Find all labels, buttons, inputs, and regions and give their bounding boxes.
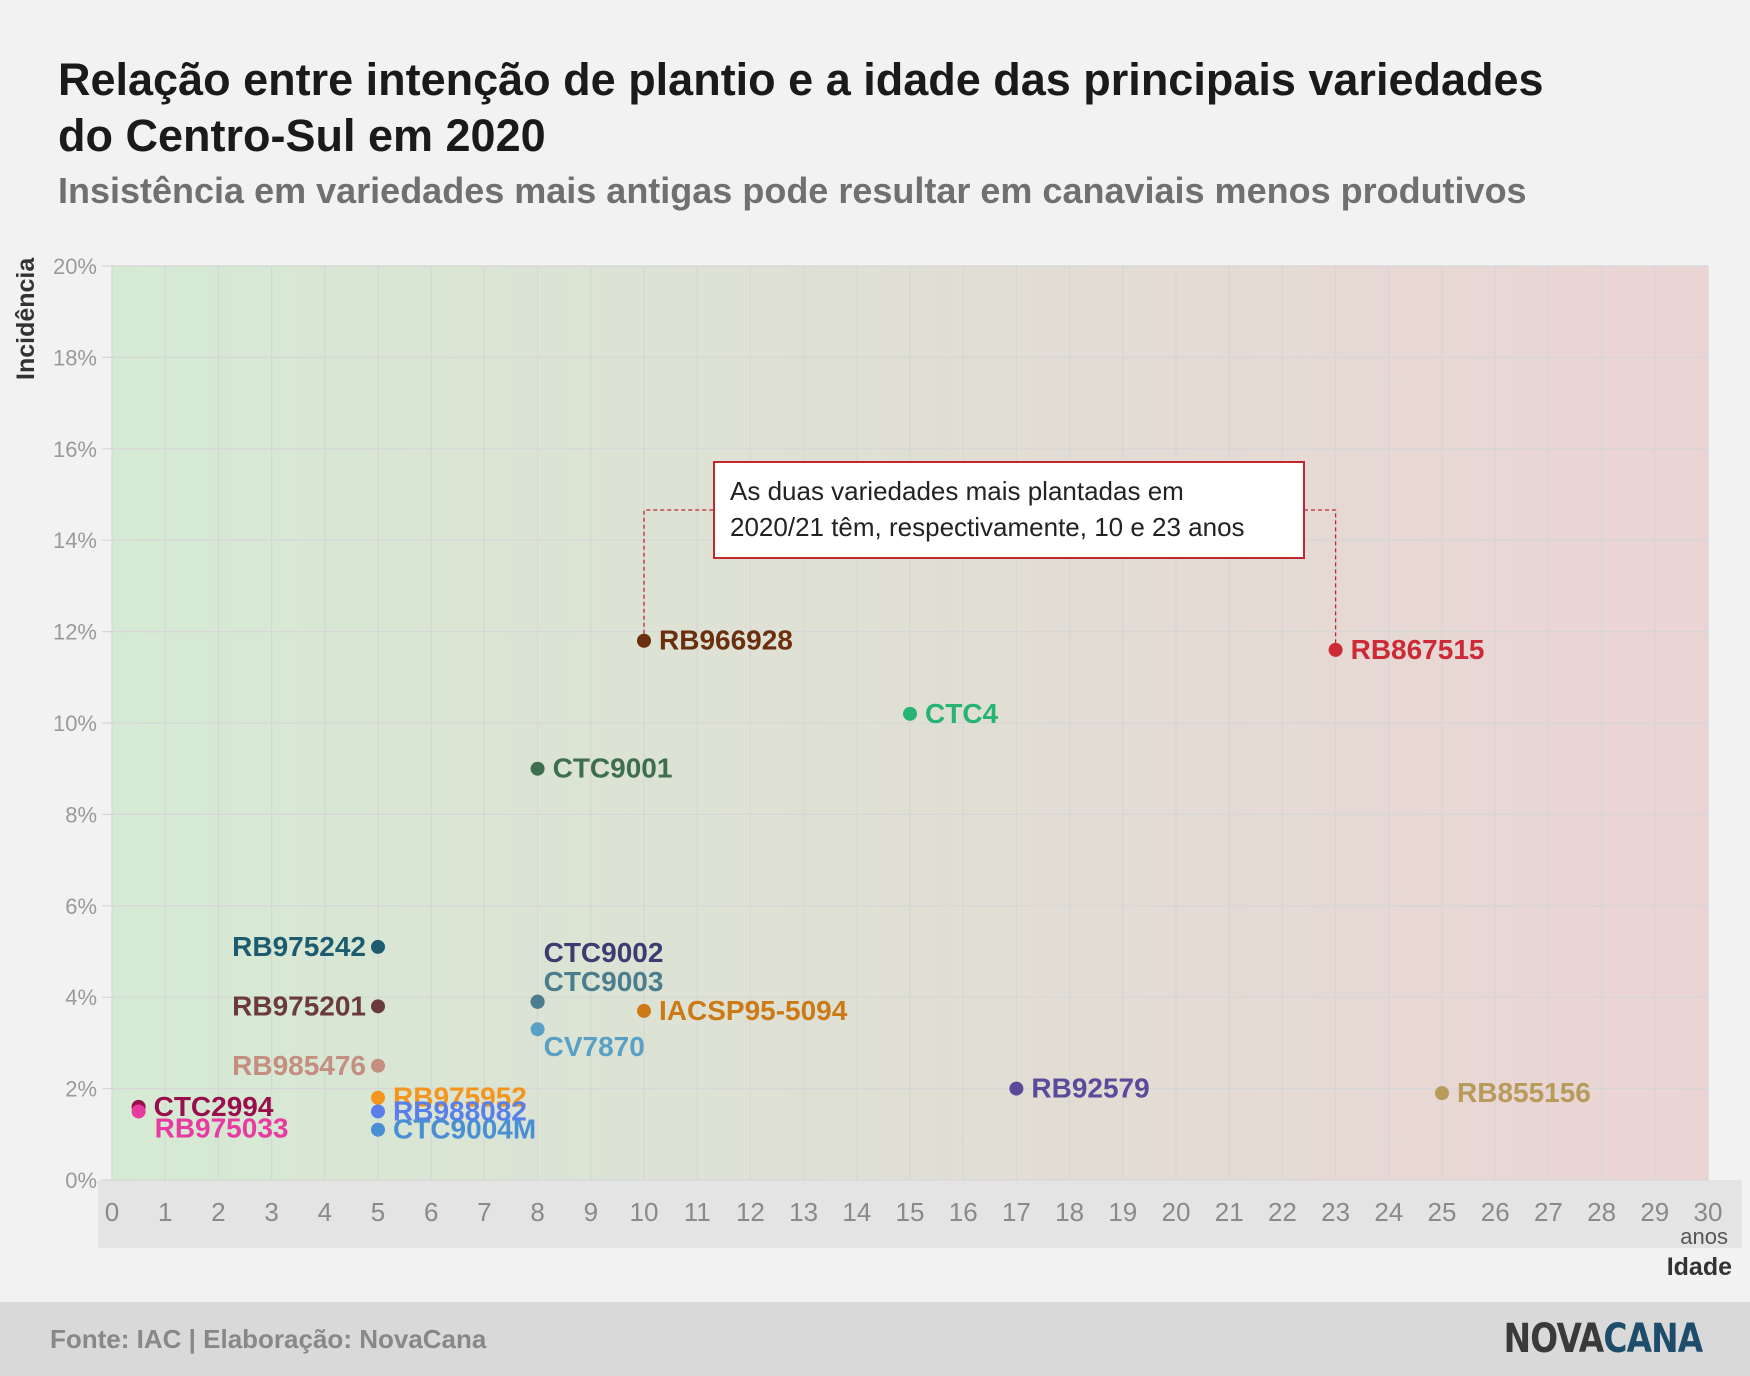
point-rb966928 (637, 633, 651, 648)
x-tick-label: 16 (949, 1197, 978, 1227)
point-rb855156 (1435, 1086, 1449, 1101)
label-rb867515: RB867515 (1351, 634, 1485, 665)
x-tick-label: 2 (211, 1197, 225, 1227)
label-rb975201: RB975201 (232, 990, 366, 1021)
x-tick-label: 5 (371, 1197, 385, 1227)
label-cv7870: CV7870 (544, 1031, 645, 1062)
x-tick-label: 24 (1374, 1197, 1403, 1227)
x-tick-label: 30 (1694, 1197, 1723, 1227)
label-iacsp95-5094: IACSP95-5094 (659, 995, 848, 1026)
footer-bar: Fonte: IAC | Elaboração: NovaCana NOVACA… (0, 1302, 1750, 1376)
x-tick-label: 19 (1108, 1197, 1137, 1227)
point-cv7870 (530, 1022, 545, 1037)
point-ctc9001 (530, 761, 545, 776)
x-axis-label: Idade (1667, 1253, 1732, 1281)
y-tick-label: 2% (65, 1077, 97, 1102)
label-rb975952: RB975952 (393, 1082, 527, 1113)
label-ctc2994: CTC2994 (154, 1091, 274, 1122)
label-rb975242: RB975242 (232, 931, 366, 962)
y-tick-label: 8% (65, 802, 97, 827)
label-rb988082: RB988082 (393, 1095, 527, 1126)
point-rb988082 (371, 1104, 385, 1119)
x-tick-label: 26 (1481, 1197, 1510, 1227)
x-tick-label: 1 (158, 1197, 172, 1227)
point-rb975201 (371, 999, 385, 1014)
x-tick-label: 22 (1268, 1197, 1297, 1227)
x-tick-label: 11 (684, 1197, 711, 1227)
label-ctc4: CTC4 (925, 698, 999, 729)
point-ctc9003 (530, 994, 545, 1009)
x-tick-label: 21 (1215, 1197, 1244, 1227)
x-tick-label: 29 (1640, 1197, 1669, 1227)
label-ctc9002: CTC9002 (544, 937, 664, 968)
label-ctc9003: CTC9003 (544, 966, 664, 997)
x-tick-label: 3 (264, 1197, 278, 1227)
y-tick-label: 20% (53, 254, 97, 279)
x-tick-label: 7 (477, 1197, 491, 1227)
x-axis-band (98, 1180, 1742, 1248)
annotation-text-line2: 2020/21 têm, respectivamente, 10 e 23 an… (730, 512, 1245, 542)
label-rb855156: RB855156 (1457, 1077, 1591, 1108)
label-rb92579: RB92579 (1031, 1073, 1149, 1104)
y-tick-label: 18% (53, 345, 97, 370)
annotation-box (713, 461, 1305, 559)
x-tick-label: 9 (584, 1197, 598, 1227)
x-tick-label: 25 (1428, 1197, 1457, 1227)
annotation-leader-left (643, 509, 714, 641)
y-tick-label: 10% (53, 711, 97, 736)
point-rb975033 (131, 1104, 146, 1119)
scatter-chart: 0%2%4%6%8%10%12%14%16%18%20%0 1 2 3 4 5 6 7 8 9 10… (12, 254, 1742, 1281)
annotation-leader-right (1304, 509, 1337, 650)
novacana-logo: NOVACANA (1503, 1316, 1703, 1362)
label-rb966928: RB966928 (659, 625, 793, 656)
point-rb92579 (1009, 1081, 1024, 1096)
point-ctc4 (903, 706, 917, 721)
point-ctc9004m (371, 1122, 385, 1137)
x-axis-unit: anos (1680, 1224, 1728, 1249)
x-tick-label: 6 (424, 1197, 438, 1227)
point-rb867515 (1328, 642, 1343, 657)
x-tick-label: 8 (530, 1197, 544, 1227)
x-tick-label: 27 (1534, 1197, 1563, 1227)
chart-title: Relação entre intenção de plantio e a id… (58, 54, 1544, 161)
x-tick-label: 10 (630, 1197, 659, 1227)
x-tick-label: 23 (1321, 1197, 1350, 1227)
label-rb985476: RB985476 (232, 1050, 366, 1081)
x-tick-label: 12 (736, 1197, 765, 1227)
point-rb975242 (371, 939, 385, 954)
y-axis-label: Incidência (12, 257, 40, 380)
y-tick-label: 0% (65, 1168, 97, 1193)
x-tick-label: 18 (1055, 1197, 1084, 1227)
chart-subtitle: Insistência em variedades mais antigas p… (58, 170, 1527, 211)
label-ctc9001: CTC9001 (553, 753, 673, 784)
y-tick-label: 6% (65, 894, 97, 919)
x-tick-label: 28 (1587, 1197, 1616, 1227)
x-tick-label: 14 (842, 1197, 871, 1227)
x-tick-label: 13 (789, 1197, 818, 1227)
x-tick-label: 15 (896, 1197, 925, 1227)
label-ctc9004m: CTC9004M (393, 1114, 536, 1145)
y-tick-label: 14% (53, 528, 97, 553)
x-tick-label: 4 (318, 1197, 332, 1227)
x-tick-label: 17 (1002, 1197, 1031, 1227)
y-tick-label: 16% (53, 437, 97, 462)
y-tick-label: 4% (65, 985, 97, 1010)
annotation-text-line1: As duas variedades mais plantadas em (730, 476, 1184, 506)
x-tick-label: 0 (105, 1197, 119, 1227)
point-iacsp95-5094 (637, 1003, 651, 1018)
point-rb985476 (371, 1058, 385, 1073)
x-tick-label: 20 (1162, 1197, 1191, 1227)
source-text: Fonte: IAC | Elaboração: NovaCana (50, 1324, 487, 1354)
y-tick-label: 12% (53, 620, 97, 645)
point-rb975952 (371, 1090, 385, 1105)
label-rb975033: RB975033 (155, 1112, 289, 1143)
